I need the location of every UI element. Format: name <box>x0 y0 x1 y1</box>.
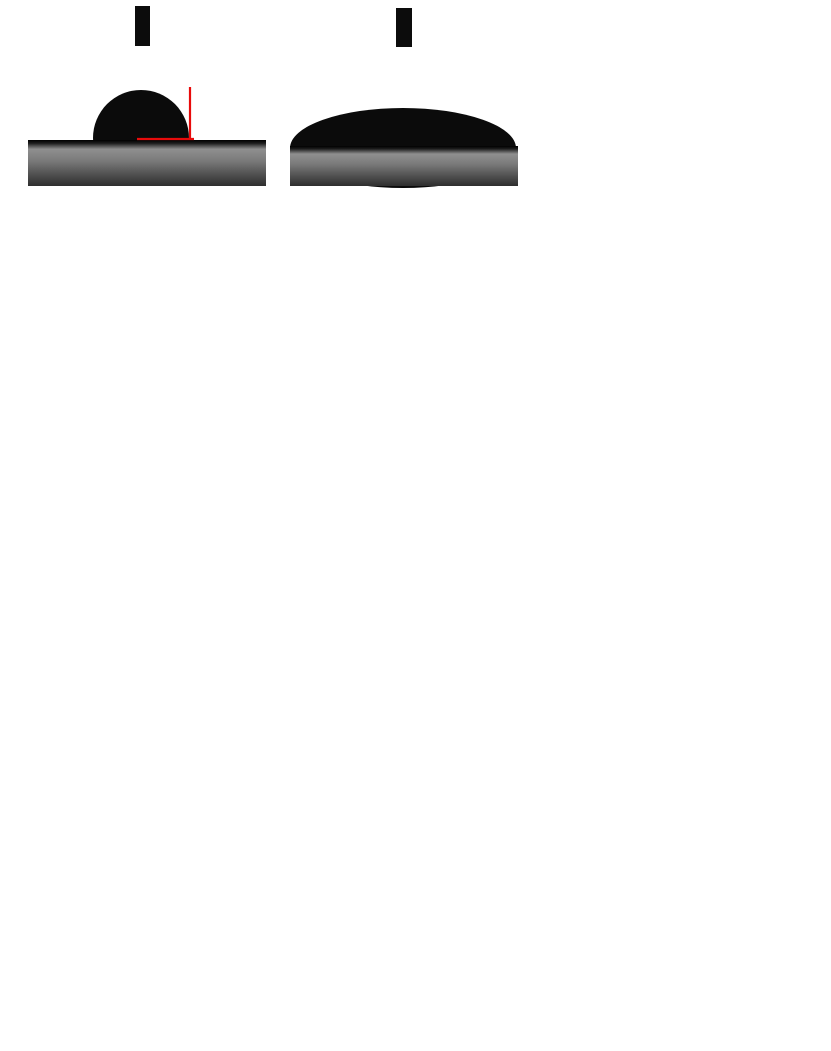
ftir-chart <box>530 0 831 200</box>
panel-a-contact-angle-bare-zn <box>0 0 270 200</box>
panel-h-tafel <box>0 790 280 1051</box>
panel-d-xps-c1s <box>0 200 280 500</box>
panel-j-cv <box>540 790 831 1051</box>
panel-f-xps-o1s <box>545 200 831 500</box>
panel-c-ftir <box>530 0 831 200</box>
dispenser-needle <box>396 8 412 47</box>
xps-o1s-chart <box>545 200 831 500</box>
panel-i-xrd <box>280 790 560 1051</box>
panel-b-contact-angle-coated <box>270 0 540 200</box>
zn-substrate <box>28 140 266 186</box>
panel-e-xps-n1s <box>280 200 560 500</box>
energy-diagram-graphics <box>0 500 831 790</box>
zn-substrate <box>290 146 518 186</box>
xps-n1s-chart <box>280 200 560 500</box>
dispenser-needle <box>135 6 150 46</box>
panel-g-energy-diagram <box>0 500 831 790</box>
tafel-chart <box>0 790 280 1051</box>
cv-chart <box>540 790 831 1051</box>
angle-markers <box>137 87 194 141</box>
xrd-chart <box>280 790 560 1051</box>
xps-c1s-chart <box>0 200 280 500</box>
